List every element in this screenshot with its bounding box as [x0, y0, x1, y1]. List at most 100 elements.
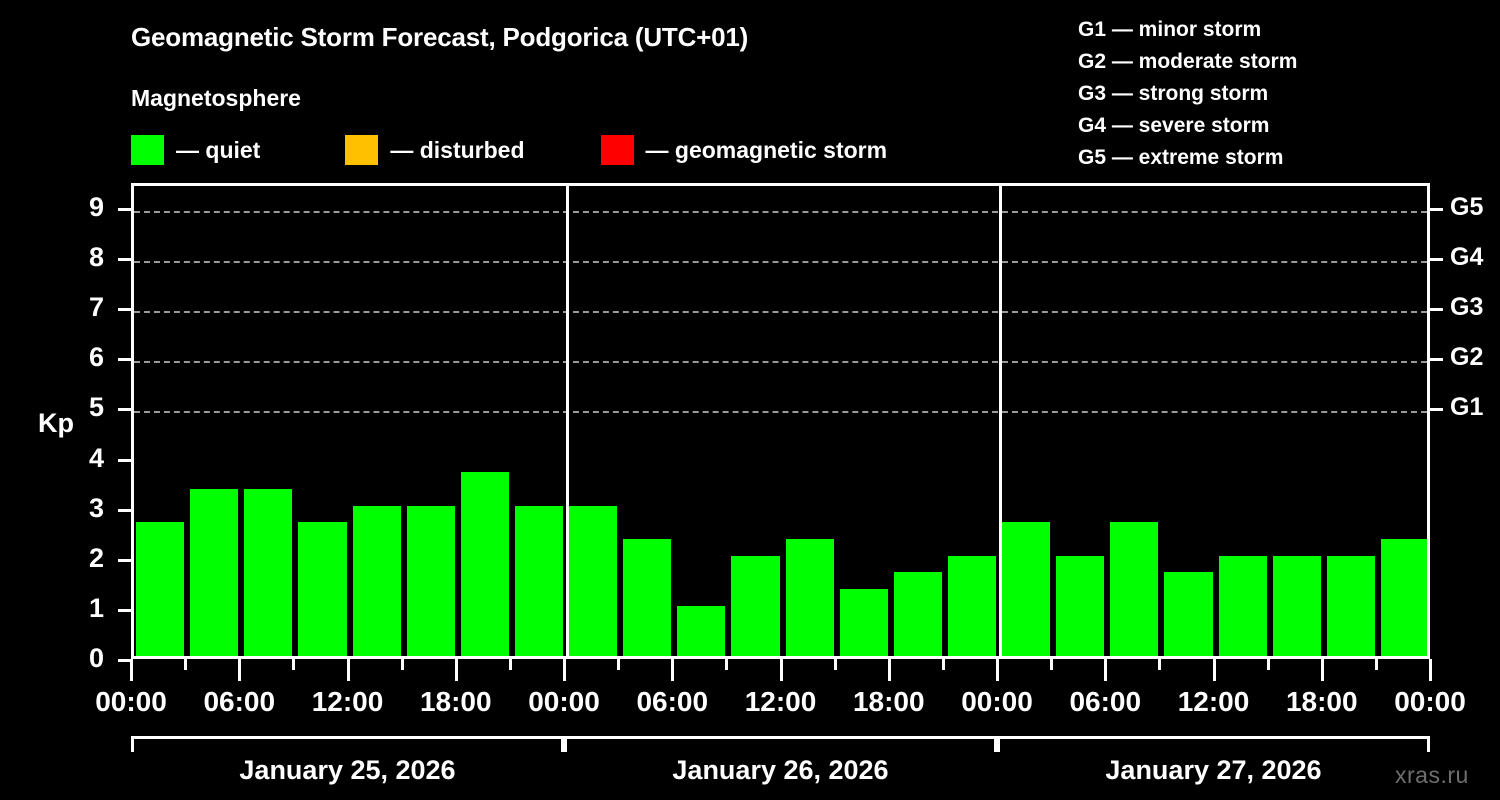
x-tick-minor: [833, 659, 837, 670]
x-tick-major: [238, 659, 242, 681]
x-tick-major: [130, 659, 133, 681]
legend-swatch-disturbed-icon: [345, 135, 379, 165]
bar: [1272, 555, 1321, 656]
x-tick-label: 12:00: [311, 686, 384, 717]
x-tick-label: 06:00: [203, 686, 276, 717]
y-tick-mark: [118, 608, 131, 612]
y-tick-mark: [118, 208, 131, 212]
bar: [623, 539, 672, 656]
bar: [244, 489, 293, 656]
g-scale-line-g1: G1 — minor storm: [1078, 18, 1262, 41]
g-scale-line-g4: G4 — severe storm: [1078, 114, 1270, 137]
bar: [569, 505, 618, 656]
bar: [1002, 522, 1051, 656]
x-tick-major: [1104, 659, 1108, 681]
gridline-kp-8: [134, 261, 1427, 264]
y-tick-label-5: 5: [88, 392, 104, 423]
x-tick-major: [887, 659, 891, 681]
y-tick-mark: [118, 308, 131, 312]
legend-swatch-quiet-icon: [131, 135, 164, 165]
bar: [1056, 555, 1105, 656]
g-axis-label-g1: G1: [1450, 393, 1484, 422]
bar: [947, 555, 996, 656]
x-tick-major: [779, 659, 783, 681]
bar: [406, 505, 455, 656]
y-tick-label-9: 9: [88, 192, 104, 223]
x-tick-label: 00:00: [1394, 686, 1466, 717]
legend-heading: Magnetosphere: [131, 85, 301, 111]
x-tick-minor: [292, 659, 296, 670]
day-bracket: [564, 736, 997, 752]
y-tick-mark: [118, 458, 131, 462]
y-tick-mark: [118, 558, 131, 562]
y-tick-mark: [118, 408, 131, 412]
day-bracket: [131, 736, 564, 752]
legend-item-storm: — geomagnetic storm: [600, 133, 887, 167]
x-tick-major: [346, 659, 350, 681]
bar: [1218, 555, 1267, 656]
legend-item-quiet: — quiet: [131, 133, 260, 167]
day-caption: January 26, 2026: [672, 755, 889, 785]
bar: [136, 522, 185, 656]
bar: [514, 505, 563, 656]
x-tick-minor: [1374, 659, 1378, 670]
x-tick-label: 00:00: [95, 686, 167, 717]
day-bracket: [997, 736, 1430, 752]
g-scale-legend: G1 — minor storm G2 — moderate storm G3 …: [1078, 14, 1478, 174]
x-tick-label: 00:00: [528, 686, 600, 717]
x-tick-minor: [1158, 659, 1162, 670]
x-tick-label: 18:00: [852, 686, 925, 717]
x-tick-label: 18:00: [419, 686, 492, 717]
y-tick-label-1: 1: [88, 592, 104, 623]
x-tick-major: [671, 659, 675, 681]
gridline-kp-6: [134, 361, 1427, 364]
day-caption: January 25, 2026: [239, 755, 456, 785]
day-separator: [999, 186, 1002, 656]
legend-label-disturbed: — disturbed: [390, 136, 525, 163]
y-tick-label-6: 6: [88, 342, 104, 373]
plot-area: [131, 183, 1430, 659]
x-tick-minor: [1266, 659, 1270, 670]
x-tick-major: [454, 659, 458, 681]
x-tick-label: 12:00: [1177, 686, 1250, 717]
g-tick-mark: [1430, 208, 1443, 212]
y-tick-mark: [118, 358, 131, 362]
g-scale-line-g2: G2 — moderate storm: [1078, 50, 1298, 73]
x-tick-minor: [508, 659, 512, 670]
x-tick-major: [563, 659, 566, 681]
magnetosphere-legend: — quiet — disturbed — geomagnetic storm: [131, 133, 887, 167]
x-tick-major: [1429, 659, 1432, 681]
day-caption: January 27, 2026: [1105, 755, 1322, 785]
plot-inner: [134, 186, 1427, 656]
x-tick-label: 00:00: [961, 686, 1033, 717]
x-tick-minor: [941, 659, 945, 670]
y-tick-label-3: 3: [88, 492, 104, 523]
bar: [460, 472, 509, 656]
x-tick-minor: [1050, 659, 1054, 670]
gridline-kp-9: [134, 211, 1427, 214]
bar: [1110, 522, 1159, 656]
g-tick-mark: [1430, 308, 1443, 312]
y-tick-label-4: 4: [88, 442, 104, 473]
gridline-kp-7: [134, 311, 1427, 314]
chart-title: Geomagnetic Storm Forecast, Podgorica (U…: [131, 22, 749, 52]
bar: [352, 505, 401, 656]
y-tick-mark: [118, 508, 131, 512]
x-tick-major: [1320, 659, 1324, 681]
g-tick-mark: [1430, 358, 1443, 362]
bar: [1326, 555, 1375, 656]
bar: [893, 572, 942, 656]
x-tick-minor: [400, 659, 404, 670]
x-tick-minor: [725, 659, 729, 670]
legend-item-disturbed: — disturbed: [345, 133, 525, 167]
bar-series: [134, 186, 1427, 656]
watermark: xras.ru: [1395, 762, 1469, 788]
g-axis-label-g3: G3: [1450, 293, 1484, 322]
bar: [298, 522, 347, 656]
y-tick-label-7: 7: [88, 292, 104, 323]
x-tick-minor: [617, 659, 621, 670]
bar: [1164, 572, 1213, 656]
y-tick-label-8: 8: [88, 242, 104, 273]
g-tick-mark: [1430, 408, 1443, 412]
